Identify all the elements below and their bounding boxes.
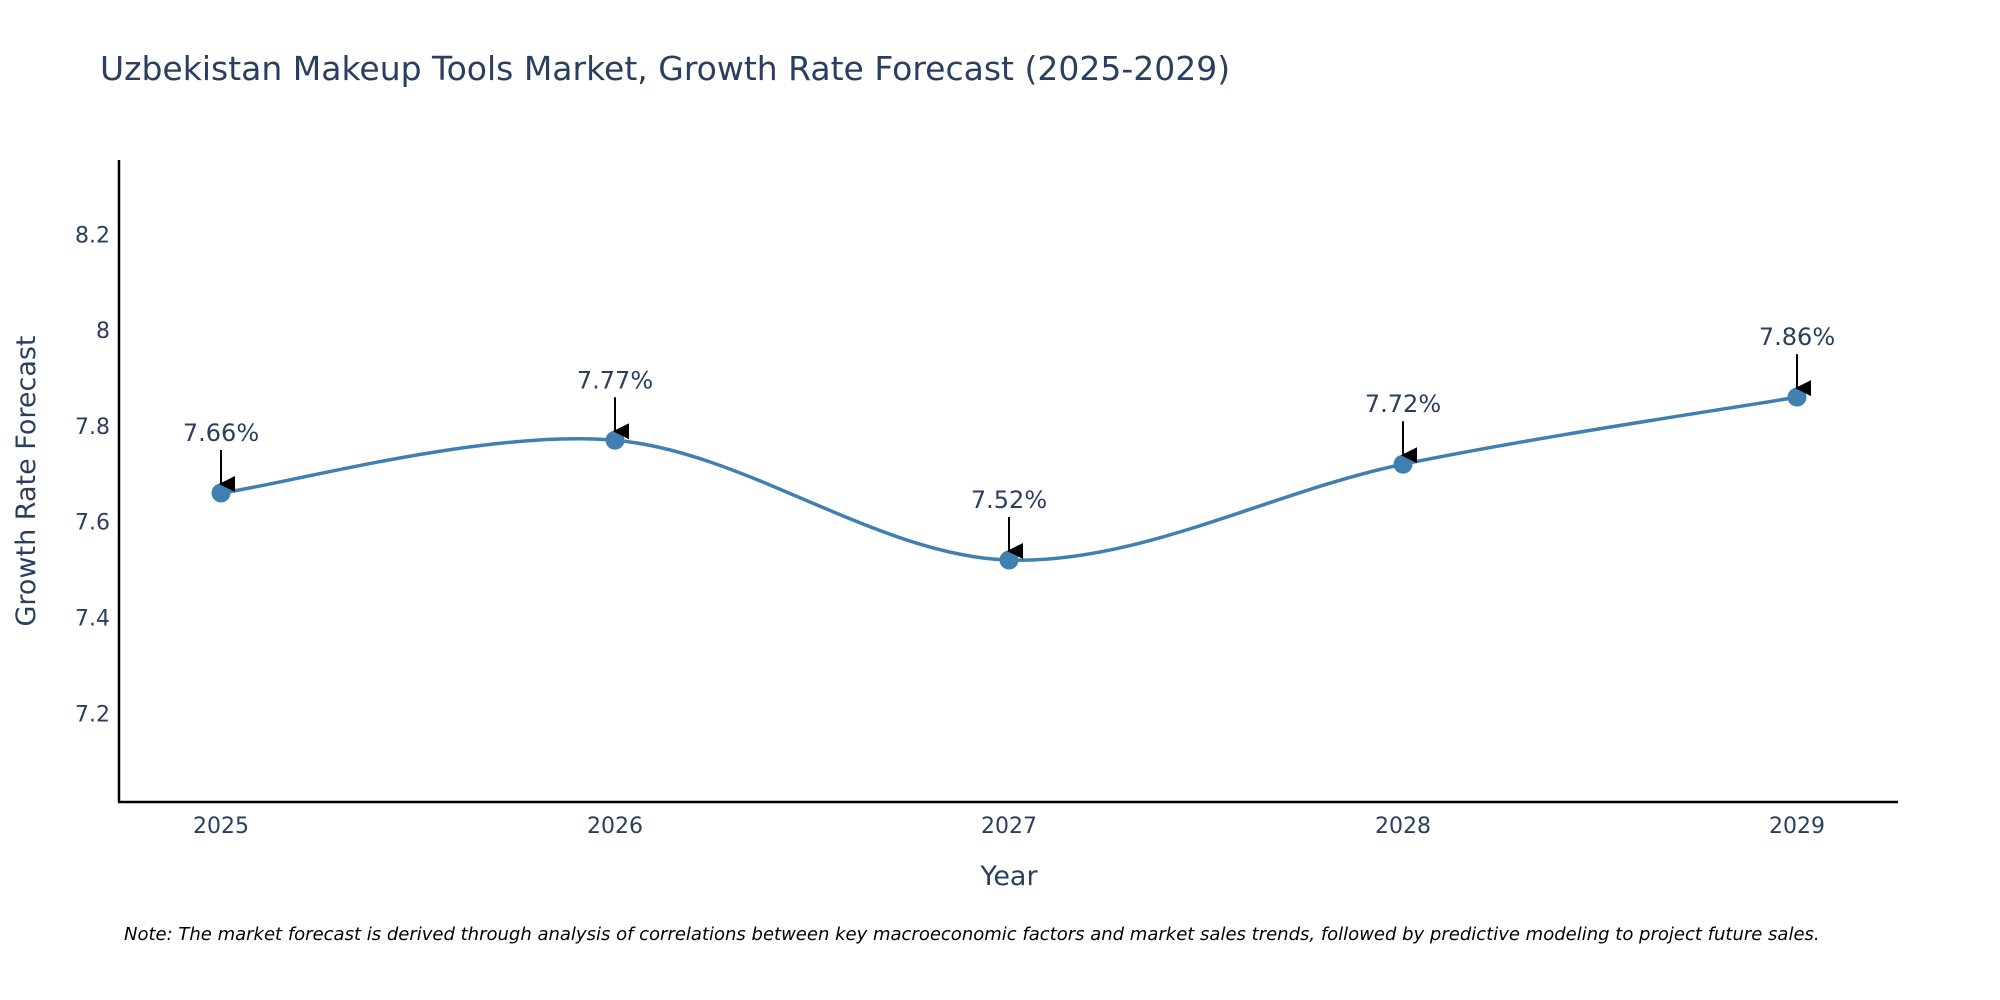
data-label: 7.52% — [971, 486, 1047, 514]
data-point — [605, 430, 625, 450]
y-axis-ticks: 7.2 7.4 7.6 7.8 8 8.2 — [75, 223, 110, 727]
y-tick-label: 7.8 — [75, 415, 110, 440]
x-tick-label: 2027 — [981, 814, 1037, 839]
y-tick-label: 8.2 — [75, 223, 110, 248]
x-tick-label: 2025 — [193, 814, 249, 839]
x-axis-title: Year — [979, 861, 1038, 892]
data-point — [999, 550, 1019, 570]
y-tick-label: 7.4 — [75, 607, 110, 632]
y-tick-label: 7.6 — [75, 511, 110, 536]
x-axis-ticks: 2025 2026 2027 2028 2029 — [193, 814, 1825, 839]
data-label: 7.77% — [577, 366, 653, 394]
data-point — [1787, 387, 1807, 407]
data-label: 7.66% — [183, 419, 259, 447]
data-label: 7.86% — [1759, 323, 1835, 351]
data-point — [1393, 454, 1413, 474]
x-tick-label: 2026 — [587, 814, 643, 839]
x-tick-label: 2028 — [1375, 814, 1431, 839]
x-tick-label: 2029 — [1769, 814, 1825, 839]
y-tick-label: 8 — [96, 319, 110, 344]
data-point — [211, 483, 231, 503]
y-axis-title: Growth Rate Forecast — [11, 335, 42, 626]
data-label: 7.72% — [1365, 390, 1441, 418]
footnote: Note: The market forecast is derived thr… — [124, 924, 1820, 945]
y-tick-label: 7.2 — [75, 702, 110, 727]
chart-title: Uzbekistan Makeup Tools Market, Growth R… — [100, 49, 1230, 88]
data-annotations: 7.66% 7.77% 7.52% 7.72% 7.86% — [183, 323, 1835, 560]
